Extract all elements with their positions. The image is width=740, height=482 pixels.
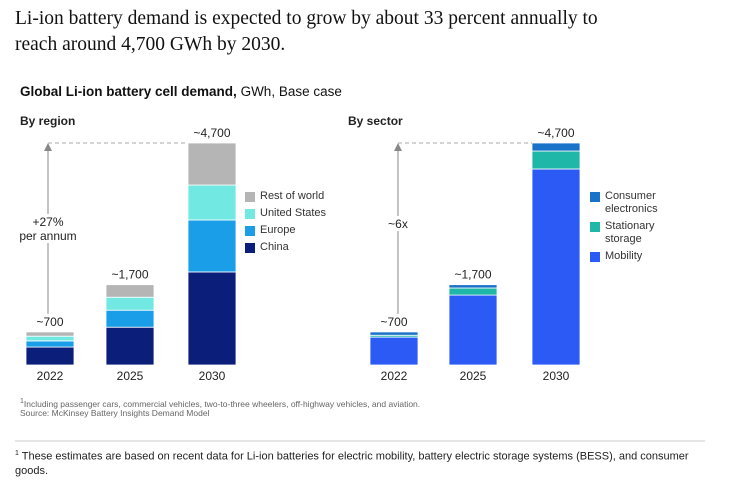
legend-label: Mobility [605, 250, 643, 262]
annotation-bg [370, 216, 426, 231]
total-label: ~1,700 [111, 268, 148, 282]
total-label: ~700 [36, 315, 63, 329]
x-tick-label: 2030 [543, 369, 570, 383]
x-tick-label: 2022 [381, 369, 408, 383]
legend-label: United States [260, 207, 327, 219]
title-line: reach around 4,700 GWh by 2030. [15, 34, 286, 55]
annotation-bg [20, 228, 76, 243]
heading-rest: GWh, Base case [240, 84, 342, 99]
legend-swatch [245, 226, 255, 236]
legend-swatch [245, 192, 255, 202]
bar-segment [448, 284, 498, 289]
bar-segment [531, 142, 581, 152]
bar-segment [25, 335, 75, 342]
x-tick-label: 2030 [199, 369, 226, 383]
annotation: +27% [32, 215, 63, 229]
bar-segment [25, 346, 75, 366]
bar-segment [187, 142, 237, 186]
bar-segment [369, 331, 419, 336]
x-tick-label: 2025 [460, 369, 487, 383]
legend-label: Europe [260, 224, 296, 236]
total-label: ~1,700 [454, 268, 491, 282]
annotation-bg [20, 214, 76, 229]
bar-segment [187, 271, 237, 366]
legend-swatch [590, 222, 600, 232]
total-label: ~700 [380, 315, 407, 329]
footnote-marker: 1 [15, 450, 19, 457]
footnote: 1 These estimates are based on recent da… [15, 447, 705, 478]
source: Source: McKinsey Battery Insights Demand… [20, 408, 210, 418]
total-label: ~4,700 [537, 126, 574, 140]
bar-segment [369, 336, 419, 366]
total-label: ~4,700 [193, 126, 230, 140]
legend-label: Stationary storage [605, 220, 655, 245]
legend-label: Rest of world [260, 190, 325, 202]
bar-segment [187, 219, 237, 273]
bar-segment [105, 296, 155, 311]
legend-swatch [245, 209, 255, 219]
legend-label: China [260, 241, 289, 253]
annotation: per annum [19, 229, 76, 243]
arrow-head [394, 143, 402, 151]
panel-title: By sector [348, 114, 403, 128]
legend-label: Consumer electronics [605, 190, 658, 215]
bar-segment [531, 168, 581, 366]
title-line: Li-ion battery demand is expected to gro… [15, 8, 598, 29]
bar-segment [25, 331, 75, 337]
heading-bold: Global Li-ion battery cell demand, [20, 84, 237, 99]
note-marker: 1 [20, 398, 24, 405]
footnote-text: These estimates are based on recent data… [15, 450, 689, 477]
title: Li-ion battery demand is expected to gro… [15, 6, 598, 58]
note-text: Including passenger cars, commercial veh… [23, 398, 421, 409]
legend-swatch [245, 243, 255, 253]
bar-segment [448, 287, 498, 296]
note: 1Including passenger cars, commercial ve… [20, 398, 420, 409]
bar-segment [105, 284, 155, 298]
annotation: ~6x [388, 217, 408, 231]
legend-swatch [590, 192, 600, 202]
bar-segment [105, 309, 155, 328]
arrow-head [44, 143, 52, 151]
x-tick-label: 2025 [117, 369, 144, 383]
bar-segment [105, 326, 155, 366]
bar-segment [187, 184, 237, 221]
heading: Global Li-ion battery cell demand, GWh, … [20, 84, 342, 99]
bar-segment [531, 150, 581, 170]
legend-swatch [590, 252, 600, 262]
bar-segment [25, 340, 75, 348]
bar-segment [448, 294, 498, 366]
panel-title: By region [20, 114, 75, 128]
x-tick-label: 2022 [37, 369, 64, 383]
